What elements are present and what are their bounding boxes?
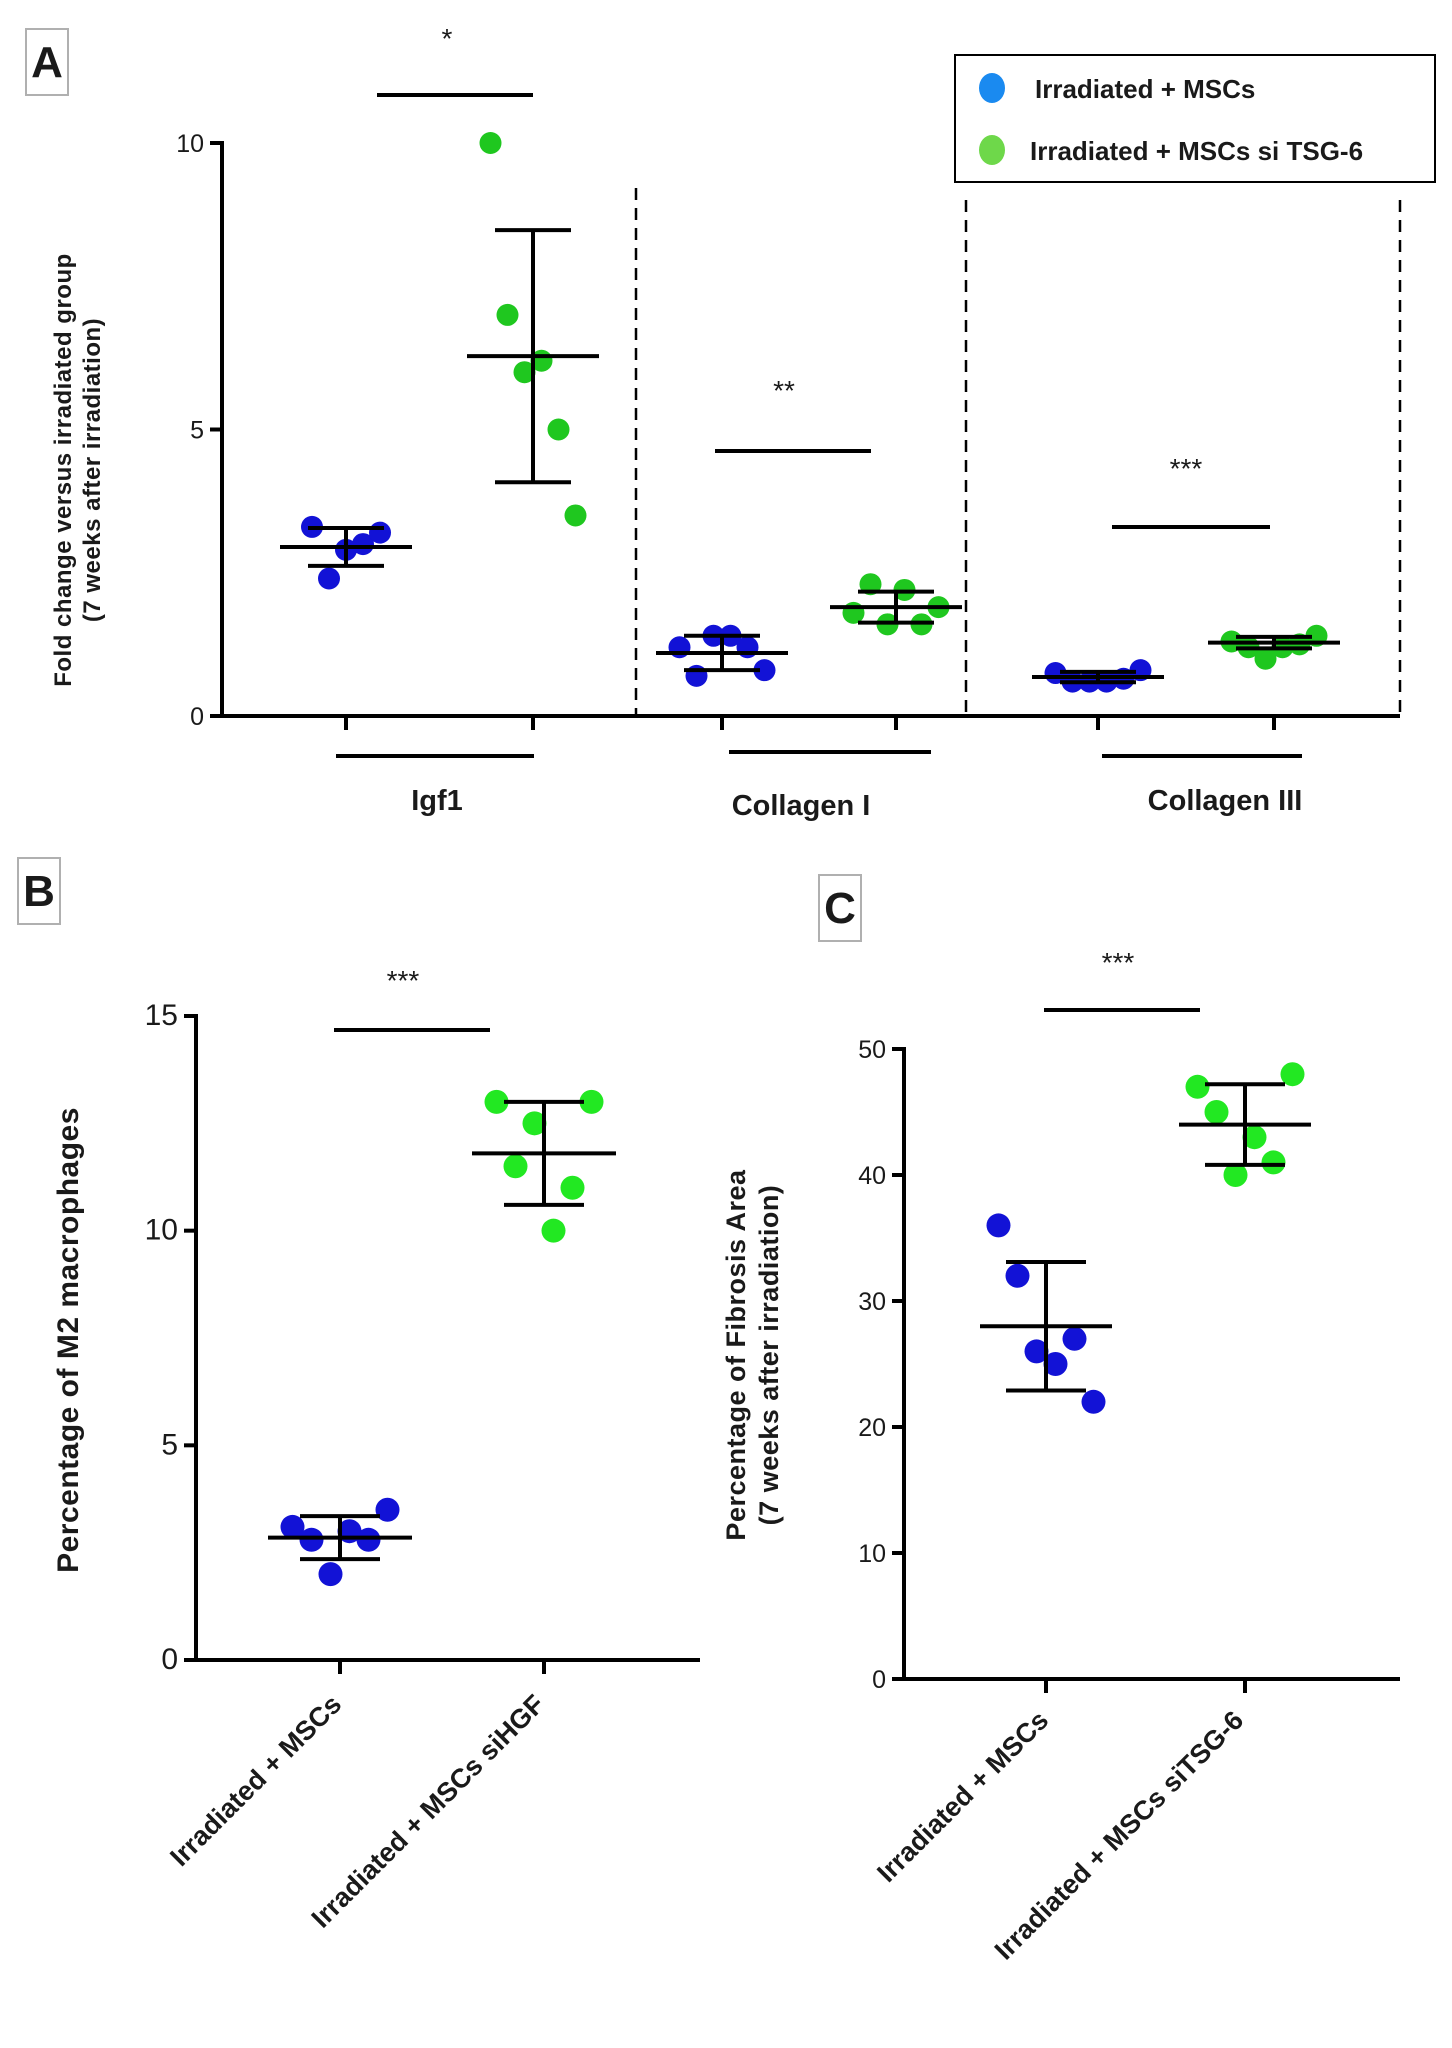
legend-label-1: Irradiated + MSCs si TSG-6 <box>1030 136 1363 166</box>
panel-c-ytick-label-0: 0 <box>872 1666 886 1694</box>
panel-c-label-box <box>818 874 862 942</box>
panel-a-letter: A <box>31 38 63 87</box>
panel-c-xlabel-0: Irradiated + MSCs <box>871 1705 1054 1888</box>
panel-b-green_bright-point <box>579 1089 604 1114</box>
panel-a-green-0-point <box>547 418 570 441</box>
panel-a-green-0-point <box>564 504 587 527</box>
sig-stars-igf1: * <box>442 23 453 54</box>
panel-a-ylabel-line2: (7 weeks after irradiation) <box>79 318 106 622</box>
panel-c-blue-point <box>1043 1352 1068 1376</box>
sig-stars-collagen1: ** <box>773 375 795 406</box>
panel-b-xlabel-0: Irradiated + MSCs <box>164 1689 347 1872</box>
panel-c-ytick-label-3: 30 <box>858 1288 886 1316</box>
panel-a-blue-0-point <box>369 521 391 544</box>
panel-c-ytick-label-5: 50 <box>858 1036 886 1064</box>
panel-b-marks <box>268 1089 616 1587</box>
panel-b: B Percentage of M2 macrophages 0 5 10 15 **… <box>17 857 700 1934</box>
panel-a-marks <box>280 132 1340 693</box>
legend-label-0: Irradiated + MSCs <box>1035 74 1255 104</box>
panel-c-blue-point <box>1005 1263 1030 1288</box>
panel-a-ylabel-line1: Fold change versus irradiated group <box>50 253 77 687</box>
panel-a-ytick-label-1: 5 <box>190 417 204 445</box>
category-label-collagen3: Collagen III <box>1148 785 1303 817</box>
panel-b-green_bright-point <box>522 1111 547 1136</box>
panel-a-label-box <box>25 28 69 96</box>
panel-a-legend <box>954 54 1436 183</box>
panel-c-green_bright-point <box>1242 1125 1267 1150</box>
sig-stars-collagen3: *** <box>1170 453 1203 484</box>
panel-b-green_bright-point <box>541 1218 566 1243</box>
panel-c-marks <box>980 1062 1311 1414</box>
panel-b-blue-point <box>318 1562 343 1587</box>
panel-b-green_bright-point <box>503 1154 528 1179</box>
category-label-collagen1: Collagen I <box>732 790 871 822</box>
panel-b-axes: 0 5 10 15 <box>145 999 700 1676</box>
panel-c-green_bright-point <box>1185 1074 1210 1099</box>
panel-c-ytick-label-1: 10 <box>858 1540 886 1568</box>
legend-marker-green <box>979 135 1005 165</box>
panel-b-blue-point <box>375 1497 400 1522</box>
panel-c-green_bright-point <box>1261 1150 1286 1175</box>
panel-b-blue-point <box>299 1527 324 1552</box>
panel-b-letter: B <box>23 867 55 916</box>
panel-c-axes: 0 10 20 30 40 50 <box>858 1036 1400 1694</box>
panel-a-green-2-point <box>1254 647 1277 670</box>
panel-c-blue-point <box>1081 1389 1106 1414</box>
panel-a-ytick-label-0: 0 <box>190 703 204 731</box>
panel-b-sig-stars: *** <box>387 965 420 996</box>
panel-b-ytick-label-2: 10 <box>145 1214 178 1247</box>
panel-b-ytick-label-0: 0 <box>161 1643 178 1676</box>
panel-b-blue-point <box>280 1514 305 1539</box>
panel-c-green_bright-point <box>1204 1100 1229 1124</box>
panel-c: C Percentage of Fibrosis Area (7 weeks a… <box>721 874 1400 1965</box>
panel-c-sig-stars: *** <box>1102 947 1135 978</box>
panel-b-ylabel: Percentage of M2 macrophages <box>52 1107 85 1573</box>
panel-c-ylabel-line2: (7 weeks after irradiation) <box>754 1185 784 1526</box>
panel-a-ytick-label-2: 10 <box>176 130 204 158</box>
panel-a-green-0-point <box>496 303 519 326</box>
legend-marker-blue <box>979 73 1005 103</box>
panel-c-letter: C <box>824 884 856 933</box>
panel-b-green_bright-point <box>484 1089 509 1114</box>
panel-a-green-0-point <box>479 132 502 154</box>
panel-b-label-box <box>17 857 61 925</box>
panel-a-blue-0-point <box>352 533 374 556</box>
panel-b-green_bright-point <box>560 1175 585 1200</box>
panel-c-green_bright-point <box>1223 1163 1248 1187</box>
panel-c-ylabel-line1: Percentage of Fibrosis Area <box>721 1169 751 1541</box>
panel-c-blue-point <box>1062 1326 1087 1351</box>
panel-a: A Irradiated + MSCs Irradiated + MSCs si… <box>25 23 1436 822</box>
category-label-igf1: Igf1 <box>411 785 463 817</box>
panel-b-ytick-label-1: 5 <box>161 1428 178 1461</box>
panel-a-blue-0-point <box>318 567 340 590</box>
panel-a-axes: 0 5 10 <box>176 130 1400 731</box>
panel-c-ytick-label-4: 40 <box>858 1162 886 1190</box>
panel-b-xlabel-1: Irradiated + MSCs siHGF <box>306 1689 551 1934</box>
panel-c-green_bright-point <box>1280 1062 1305 1087</box>
panel-c-blue-point <box>1024 1339 1049 1364</box>
panel-c-blue-point <box>986 1213 1011 1238</box>
panel-a-blue-1-point <box>753 659 776 682</box>
panel-c-ytick-label-2: 20 <box>858 1414 886 1442</box>
panel-a-green-0-point <box>513 361 536 384</box>
panel-b-blue-point <box>356 1527 381 1552</box>
panel-b-ytick-label-3: 15 <box>145 999 178 1032</box>
